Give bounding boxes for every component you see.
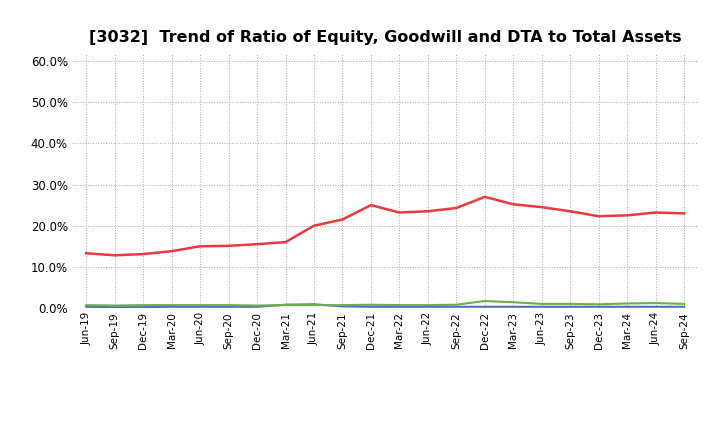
Goodwill (110, 304, 119, 310)
Goodwill (253, 304, 261, 309)
Line: Equity: Equity (86, 197, 684, 255)
Deferred Tax Assets (196, 302, 204, 308)
Equity (338, 217, 347, 222)
Equity (366, 202, 375, 208)
Deferred Tax Assets (110, 303, 119, 308)
Goodwill (680, 304, 688, 309)
Deferred Tax Assets (509, 300, 518, 305)
Equity (680, 211, 688, 216)
Equity (595, 213, 603, 219)
Deferred Tax Assets (623, 301, 631, 306)
Goodwill (225, 304, 233, 309)
Equity (566, 209, 575, 214)
Equity (110, 253, 119, 258)
Deferred Tax Assets (310, 302, 318, 308)
Goodwill (282, 302, 290, 308)
Deferred Tax Assets (282, 302, 290, 308)
Equity (423, 209, 432, 214)
Deferred Tax Assets (395, 302, 404, 308)
Deferred Tax Assets (595, 302, 603, 307)
Deferred Tax Assets (537, 301, 546, 307)
Equity (167, 249, 176, 254)
Goodwill (566, 304, 575, 309)
Title: [3032]  Trend of Ratio of Equity, Goodwill and DTA to Total Assets: [3032] Trend of Ratio of Equity, Goodwil… (89, 29, 682, 45)
Line: Goodwill: Goodwill (86, 304, 684, 307)
Deferred Tax Assets (338, 302, 347, 308)
Goodwill (139, 304, 148, 310)
Equity (509, 202, 518, 207)
Goodwill (423, 304, 432, 309)
Equity (623, 213, 631, 218)
Equity (196, 244, 204, 249)
Deferred Tax Assets (423, 302, 432, 308)
Equity (253, 242, 261, 247)
Goodwill (509, 304, 518, 309)
Goodwill (167, 304, 176, 309)
Equity (310, 223, 318, 228)
Equity (537, 205, 546, 210)
Goodwill (652, 304, 660, 309)
Deferred Tax Assets (566, 301, 575, 307)
Equity (480, 194, 489, 199)
Goodwill (395, 304, 404, 309)
Equity (139, 251, 148, 257)
Deferred Tax Assets (139, 302, 148, 308)
Deferred Tax Assets (167, 302, 176, 308)
Deferred Tax Assets (253, 303, 261, 308)
Deferred Tax Assets (680, 301, 688, 307)
Equity (395, 210, 404, 215)
Equity (652, 210, 660, 215)
Goodwill (310, 302, 318, 307)
Deferred Tax Assets (225, 302, 233, 308)
Equity (282, 239, 290, 245)
Deferred Tax Assets (82, 302, 91, 308)
Goodwill (366, 304, 375, 309)
Goodwill (623, 304, 631, 309)
Equity (452, 205, 461, 211)
Deferred Tax Assets (366, 302, 375, 308)
Deferred Tax Assets (652, 301, 660, 306)
Goodwill (480, 304, 489, 309)
Goodwill (595, 304, 603, 309)
Line: Deferred Tax Assets: Deferred Tax Assets (86, 301, 684, 305)
Goodwill (452, 304, 461, 309)
Deferred Tax Assets (452, 302, 461, 308)
Deferred Tax Assets (480, 298, 489, 304)
Goodwill (537, 304, 546, 309)
Goodwill (82, 304, 91, 309)
Equity (82, 251, 91, 256)
Goodwill (338, 304, 347, 309)
Equity (225, 243, 233, 249)
Goodwill (196, 304, 204, 309)
